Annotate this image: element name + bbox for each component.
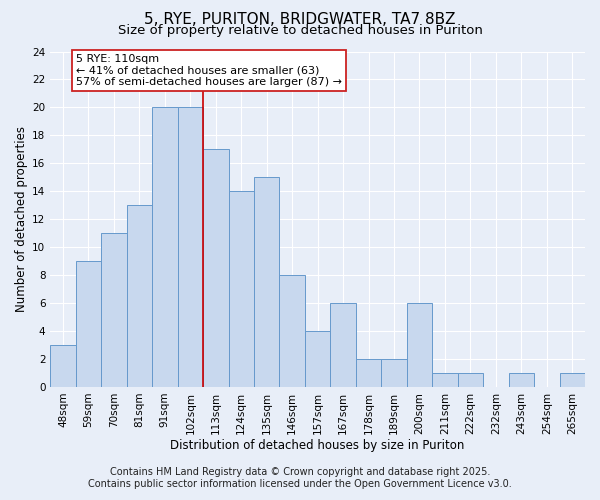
Bar (407, 303, 432, 387)
Bar (229, 192, 254, 387)
Bar (560, 373, 585, 387)
Bar (254, 178, 280, 387)
Bar (127, 206, 152, 387)
Text: 5, RYE, PURITON, BRIDGWATER, TA7 8BZ: 5, RYE, PURITON, BRIDGWATER, TA7 8BZ (144, 12, 456, 28)
Text: 5 RYE: 110sqm
← 41% of detached houses are smaller (63)
57% of semi-detached hou: 5 RYE: 110sqm ← 41% of detached houses a… (76, 54, 342, 88)
Bar (458, 373, 483, 387)
Bar (203, 150, 229, 387)
Bar (381, 359, 407, 387)
Y-axis label: Number of detached properties: Number of detached properties (15, 126, 28, 312)
Bar (432, 373, 458, 387)
Bar (152, 108, 178, 387)
Bar (178, 108, 203, 387)
Bar (101, 233, 127, 387)
Bar (356, 359, 381, 387)
Text: Contains HM Land Registry data © Crown copyright and database right 2025.
Contai: Contains HM Land Registry data © Crown c… (88, 468, 512, 489)
X-axis label: Distribution of detached houses by size in Puriton: Distribution of detached houses by size … (170, 440, 465, 452)
Bar (331, 303, 356, 387)
Bar (509, 373, 534, 387)
Bar (50, 345, 76, 387)
Bar (305, 331, 331, 387)
Bar (280, 275, 305, 387)
Bar (76, 261, 101, 387)
Text: Size of property relative to detached houses in Puriton: Size of property relative to detached ho… (118, 24, 482, 37)
